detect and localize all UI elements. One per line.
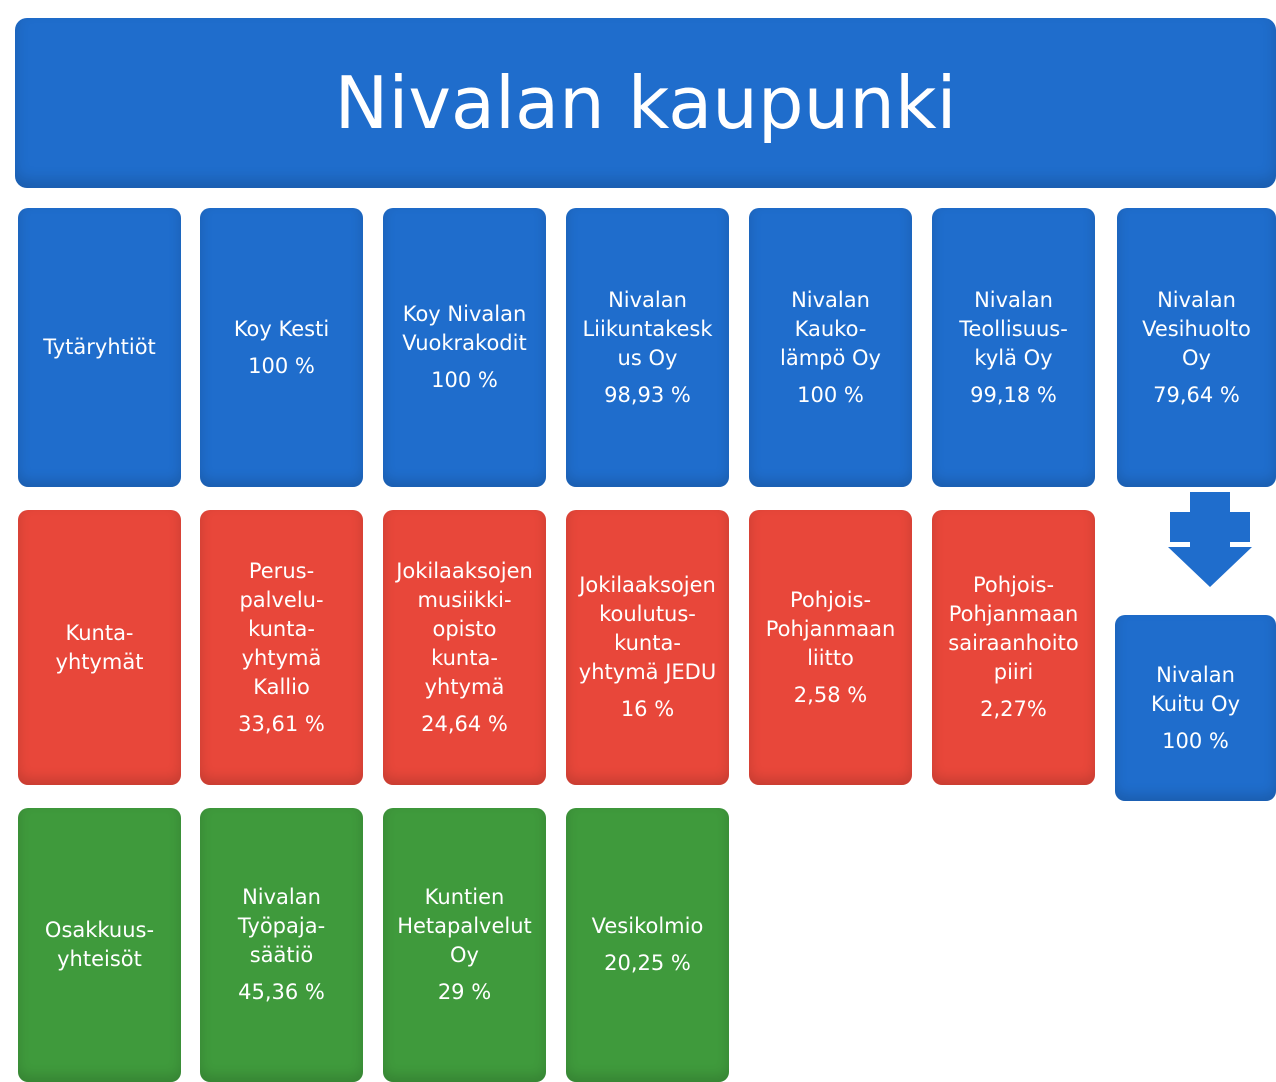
box-text: Nivalan <box>1157 287 1236 312</box>
box-text: Nivalan <box>608 287 687 312</box>
box-text: palvelu- <box>239 587 324 612</box>
org-box: Koy Nivalan Vuokrakodit 100 % <box>383 208 546 487</box>
box-text: 2,27% <box>980 697 1047 721</box>
box-text: Pohjanmaan <box>765 616 896 641</box>
org-box: Pohjois- Pohjanmaan sairaanhoito piiri 2,27% <box>932 510 1095 785</box>
box-text: 45,36 % <box>238 980 325 1004</box>
box-text: 100 % <box>1162 728 1229 753</box>
box-text: Jokilaaksojen <box>579 573 716 597</box>
org-box: Perus-palvelu-kunta-yhtymä Kallio 33,61 % <box>200 510 363 785</box>
box-text: yhtymä <box>241 645 322 670</box>
box-text: Nivalan <box>1156 662 1235 687</box>
org-box: Osakkuus-yhteisöt <box>18 808 181 1082</box>
org-box: Nivalan Teollisuus-kylä Oy 99,18 % <box>932 208 1095 487</box>
box-text: Jokilaaksojen <box>396 558 533 583</box>
box-text: Kuntien <box>424 885 505 909</box>
box-text: 100 % <box>431 368 498 392</box>
org-box: Pohjois- Pohjanmaan liitto 2,58 % <box>749 510 912 785</box>
box-text: Teollisuus- <box>959 316 1068 341</box>
org-box: Nivalan Kuitu Oy 100 % <box>1115 615 1276 801</box>
box-text: säätiö <box>249 943 314 967</box>
org-box: Tytäryhtiöt <box>18 208 181 487</box>
box-text: 20,25 % <box>604 951 691 975</box>
box-text: Hetapalvelut <box>397 914 532 938</box>
box-text: Oy <box>450 943 479 967</box>
box-text: yhtymä <box>424 674 505 699</box>
org-box: Nivalan Työpaja-säätiö 45,36 % <box>200 808 363 1082</box>
box-text: Oy <box>1182 345 1211 370</box>
box-text: 79,64 % <box>1153 382 1240 407</box>
box-text: Vesikolmio <box>591 914 704 938</box>
box-text: musiikki- <box>417 587 512 612</box>
box-text: koulutus- <box>599 602 696 626</box>
box-text: Nivalan <box>242 885 321 909</box>
box-text: 33,61 % <box>238 711 325 736</box>
arrow-shape <box>1168 492 1252 587</box>
box-text: piiri <box>993 660 1034 684</box>
box-text: 100 % <box>797 382 864 407</box>
box-text: Nivalan <box>974 287 1053 312</box>
box-text: 98,93 % <box>604 382 691 407</box>
box-text: kunta- <box>248 616 315 641</box>
box-text: Perus- <box>248 558 315 583</box>
org-box: Kuntien Hetapalvelut Oy 29 % <box>383 808 546 1082</box>
box-text: yhteisöt <box>57 947 142 971</box>
box-text: Nivalan <box>791 287 870 312</box>
box-text: Pohjois- <box>972 573 1055 597</box>
box-text: yhtymät <box>55 649 144 674</box>
box-text: 2,58 % <box>793 682 868 707</box>
box-text: 16 % <box>620 697 675 721</box>
org-box: Jokilaaksojen musiikki-opisto kunta-yhtymä… <box>383 510 546 785</box>
box-text: Koy Nivalan <box>402 302 527 326</box>
box-text: 29 % <box>437 980 492 1004</box>
box-text: lämpö Oy <box>780 345 881 370</box>
box-text: 100 % <box>248 353 315 378</box>
arrow <box>1168 492 1252 587</box>
box-text: Pohjois- <box>789 587 872 612</box>
box-text: kunta- <box>431 645 498 670</box>
box-text: sairaanhoito <box>948 631 1079 655</box>
box-text: Työpaja- <box>237 914 326 938</box>
org-box: Nivalan Vesihuolto Oy 79,64 % <box>1117 208 1276 487</box>
box-text: Kallio <box>253 674 310 699</box>
box-text: kunta- <box>614 631 681 655</box>
org-box: Nivalan Liikuntakesk us Oy 98,93 % <box>566 208 729 487</box>
box-text: Liikuntakesk <box>582 316 713 341</box>
box-text: yhtymä JEDU <box>578 660 717 684</box>
box-text: opisto <box>432 616 497 641</box>
box-text: Vuokrakodit <box>402 331 527 355</box>
org-box: Nivalan Kauko-lämpö Oy 100 % <box>749 208 912 487</box>
box-text: Pohjanmaan <box>948 602 1079 626</box>
box-text: Osakkuus- <box>44 918 155 942</box>
box-text: kylä Oy <box>974 345 1053 370</box>
box-text: liitto <box>807 645 854 670</box>
box-text: Vesihuolto <box>1142 316 1251 341</box>
box-text: 24,64 % <box>421 711 508 736</box>
org-box: Vesikolmio 20,25 % <box>566 808 729 1082</box>
box-text: us Oy <box>617 345 678 370</box>
box-text: Kunta- <box>65 620 134 645</box>
box-text: 99,18 % <box>970 382 1057 407</box>
box-text: Tytäryhtiöt <box>43 335 156 359</box>
org-box: Koy Kesti 100 % <box>200 208 363 487</box>
box-text: Kauko- <box>794 316 867 341</box>
title: Nivalan kaupunki <box>15 18 1276 188</box>
box-text: Koy Kesti <box>233 316 330 341</box>
org-box: Kunta-yhtymät <box>18 510 181 785</box>
org-box: Jokilaaksojen koulutus-kunta-yhtymä JEDU 1… <box>566 510 729 785</box>
box-text: Kuitu Oy <box>1150 691 1241 716</box>
